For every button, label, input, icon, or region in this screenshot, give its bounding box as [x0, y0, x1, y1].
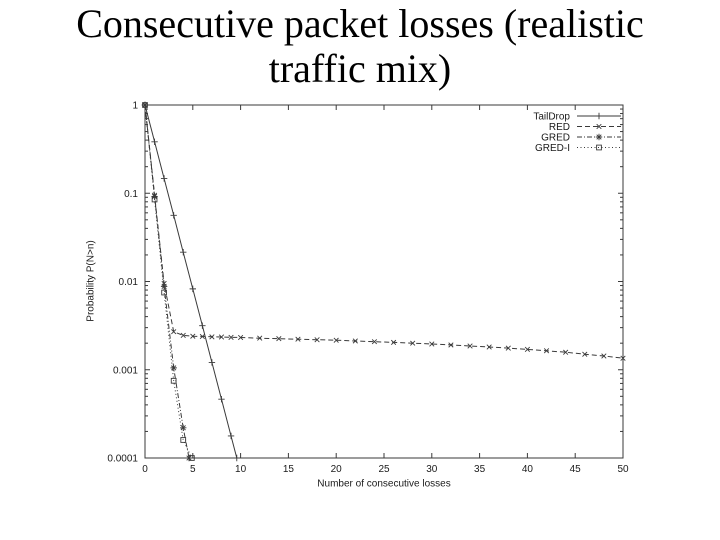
- marker-plus: [233, 454, 240, 462]
- marker-cross: [295, 336, 301, 342]
- marker-cross: [448, 342, 454, 348]
- marker-plus: [151, 138, 158, 145]
- x-tick-label: 50: [617, 464, 629, 475]
- y-tick-label: 0.0001: [107, 454, 138, 465]
- marker-cross: [524, 346, 531, 353]
- marker-cross: [209, 334, 215, 340]
- marker-plus: [189, 285, 196, 293]
- plot-border: [144, 104, 624, 459]
- y-tick-label: 0.001: [113, 365, 138, 376]
- marker-cross: [333, 337, 339, 343]
- y-tick-label: 0.1: [124, 189, 138, 200]
- marker-plus: [218, 395, 225, 403]
- marker-cross: [180, 332, 186, 339]
- series-line-gred: [144, 104, 190, 459]
- marker-plus: [170, 212, 177, 219]
- marker-cross: [199, 333, 205, 340]
- marker-square: [142, 102, 148, 108]
- x-tick-label: 35: [474, 464, 486, 475]
- marker-cross: [620, 355, 626, 361]
- marker-square: [188, 455, 195, 461]
- marker-cross: [190, 333, 196, 339]
- marker-cross: [486, 344, 492, 350]
- marker-cross: [505, 345, 511, 351]
- marker-plus: [595, 112, 603, 120]
- marker-cross: [563, 349, 569, 355]
- marker-cross: [467, 343, 473, 349]
- marker-cross: [171, 329, 177, 335]
- marker-square: [180, 437, 187, 443]
- x-tick-label: 30: [426, 464, 438, 475]
- x-tick-label: 40: [522, 464, 534, 475]
- y-tick-label: 0.01: [119, 277, 139, 288]
- marker-cross: [429, 341, 435, 347]
- x-tick-label: 25: [378, 464, 390, 475]
- marker-cross: [601, 353, 607, 359]
- marker-square: [596, 144, 602, 151]
- marker-cross: [257, 335, 263, 341]
- marker-asterisk: [186, 455, 192, 461]
- x-axis-title: Number of consecutive losses: [317, 478, 451, 490]
- marker-cross: [410, 340, 416, 346]
- x-tick-label: 20: [331, 464, 343, 475]
- marker-cross: [237, 334, 244, 341]
- series-line-taildrop: [144, 104, 238, 459]
- x-tick-label: 15: [283, 464, 295, 475]
- marker-cross: [596, 123, 602, 130]
- legend-label: RED: [549, 122, 570, 133]
- marker-plus: [208, 359, 216, 366]
- slide-title-line1: Consecutive packet losses (realistic: [76, 1, 644, 46]
- marker-asterisk: [596, 134, 602, 140]
- marker-cross: [228, 334, 234, 340]
- marker-cross: [582, 351, 588, 357]
- marker-cross: [390, 339, 397, 346]
- marker-plus: [160, 175, 168, 182]
- marker-cross: [276, 336, 282, 342]
- marker-cross: [352, 338, 358, 344]
- x-tick-label: 0: [142, 464, 148, 475]
- marker-cross: [543, 348, 550, 354]
- y-tick-label: 1: [132, 101, 138, 112]
- marker-asterisk: [161, 283, 167, 290]
- marker-square: [151, 196, 158, 203]
- marker-cross: [218, 334, 225, 340]
- x-tick-label: 5: [190, 464, 196, 475]
- marker-plus: [199, 322, 206, 329]
- marker-cross: [314, 337, 320, 343]
- legend-label: GRED: [541, 133, 570, 144]
- marker-square: [170, 377, 177, 384]
- x-tick-label: 45: [570, 464, 582, 475]
- series-line-gred-i: [144, 104, 193, 459]
- slide-title: Consecutive packet losses (realistic traf…: [0, 1, 720, 92]
- slide-title-line2: traffic mix): [268, 45, 452, 91]
- marker-cross: [371, 339, 378, 345]
- legend-label: TailDrop: [533, 112, 570, 123]
- x-tick-label: 10: [235, 464, 247, 475]
- marker-plus: [227, 432, 235, 440]
- marker-plus: [180, 248, 187, 256]
- marker-square: [161, 289, 167, 296]
- legend-label: GRED-I: [535, 143, 570, 154]
